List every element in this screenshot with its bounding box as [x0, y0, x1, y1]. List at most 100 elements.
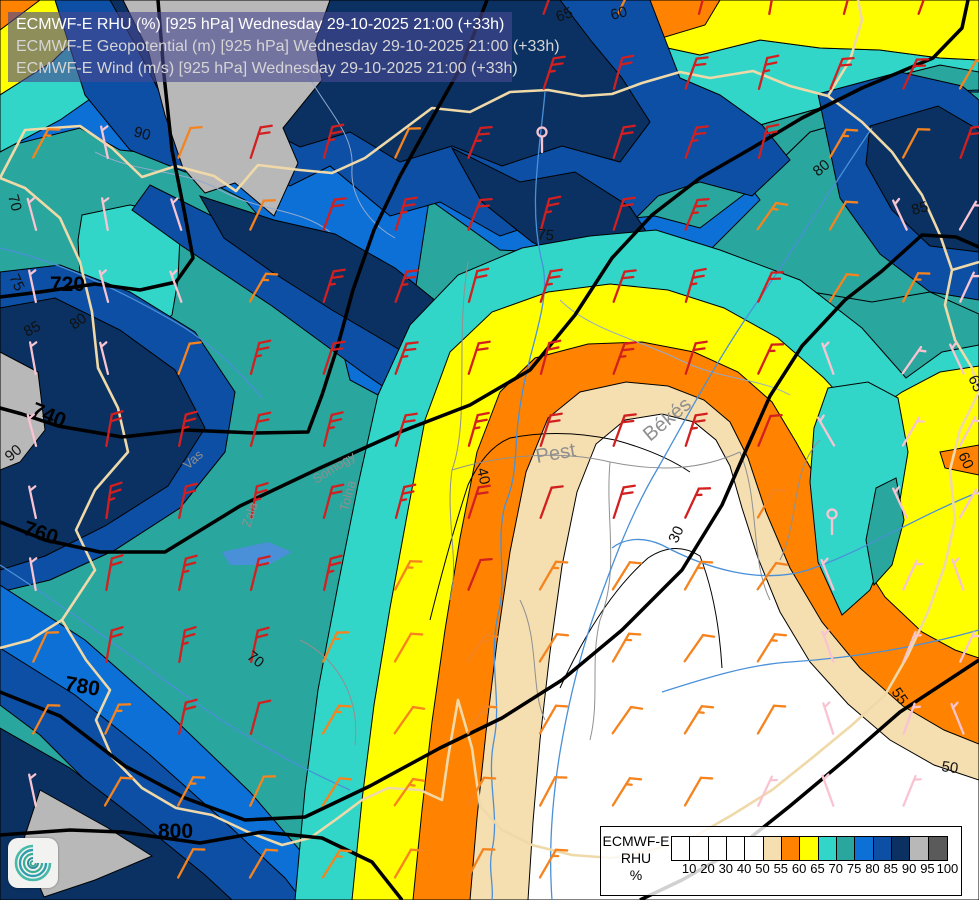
wind-barb-stroke: [257, 131, 271, 136]
wind-barb-stroke: [901, 128, 920, 159]
wind-barb-stroke: [893, 197, 901, 206]
wind-barb-stroke: [949, 343, 965, 375]
wind-barb-stroke: [970, 125, 979, 129]
wind-barb-stroke: [393, 560, 412, 591]
wind-barb-stroke: [105, 485, 113, 520]
wind-barb: [611, 561, 643, 591]
wind-barb-stroke: [892, 487, 908, 519]
wind-barb: [248, 272, 279, 303]
wind-barb-stroke: [696, 711, 705, 714]
wind-barb-stroke: [184, 554, 198, 560]
wind-barb-stroke: [182, 632, 196, 639]
wind-barb-stroke: [757, 775, 773, 807]
pale-river: [94, 151, 331, 233]
wind-barb-stroke: [178, 557, 187, 592]
wind-barb-stroke: [822, 341, 830, 349]
wind-barb-stroke: [405, 269, 419, 273]
wind-barb-stroke: [958, 200, 978, 231]
wind-barb: [178, 410, 198, 448]
wind-barb-stroke: [184, 482, 198, 488]
wind-barb: [322, 268, 346, 303]
wind-barb-stroke: [546, 346, 560, 351]
wind-barb-stroke: [183, 417, 197, 423]
wind-barb-stroke: [109, 481, 123, 488]
wind-barb-stroke: [622, 124, 636, 129]
wind-barb-stroke: [405, 566, 414, 569]
wind-barb-stroke: [467, 558, 482, 591]
wind-barb-stroke: [959, 271, 975, 303]
wind-barb: [612, 341, 637, 375]
county-border: [739, 451, 771, 601]
wind-barb-stroke: [696, 197, 710, 202]
wind-barb-stroke: [328, 418, 343, 423]
river: [0, 564, 351, 791]
wind-barb: [612, 196, 636, 231]
wind-barb-stroke: [249, 126, 262, 159]
wind-barb: [170, 197, 183, 231]
wind-barb: [917, 0, 931, 15]
wind-barb: [542, 0, 556, 15]
wind-barb-stroke: [901, 272, 920, 303]
wind-barb-stroke: [699, 560, 714, 564]
wind-barb-stroke: [184, 410, 198, 416]
wind-barb-stroke: [816, 416, 836, 447]
wind-barb: [828, 200, 859, 231]
wind-barb-stroke: [821, 557, 829, 565]
wind-barb: [821, 629, 835, 663]
wind-barb-stroke: [756, 561, 778, 591]
wind-barb-stroke: [912, 705, 922, 709]
wind-barb-stroke: [178, 485, 187, 520]
wind-barb-stroke: [108, 488, 122, 495]
wind-barb-stroke: [46, 704, 61, 707]
wind-barb-stroke: [479, 197, 493, 202]
wind-barb-stroke: [697, 487, 712, 490]
wind-barb: [684, 487, 712, 519]
wind-barb: [250, 626, 270, 664]
wind-barb-stroke: [823, 701, 831, 709]
wind-barb: [617, 0, 633, 15]
wind-barb: [467, 340, 491, 375]
wind-barb-stroke: [331, 483, 345, 489]
wind-barb-stroke: [401, 490, 415, 495]
wind-barb: [816, 414, 836, 447]
wind-barb-stroke: [171, 197, 179, 205]
river: [489, 91, 546, 900]
wind-barb: [901, 128, 931, 159]
wind-barb-stroke: [822, 702, 835, 735]
wind-barb: [466, 848, 496, 879]
wind-barb-stroke: [467, 486, 480, 519]
wind-barb-stroke: [331, 123, 345, 129]
wind-barb-stroke: [683, 633, 705, 663]
wind-barb: [684, 56, 709, 90]
wind-barb-stroke: [264, 848, 279, 852]
geopotential-contour-740: [0, 0, 489, 439]
wind-barb-stroke: [327, 426, 335, 430]
wind-barb-stroke: [249, 775, 265, 807]
wind-barb: [902, 559, 923, 591]
wind-barb: [902, 58, 930, 90]
wind-barb-stroke: [756, 633, 776, 663]
wind-barb: [249, 555, 271, 592]
wind-barb-stroke: [28, 557, 37, 592]
wind-barb: [321, 704, 352, 735]
wind-barb: [99, 341, 110, 376]
wind-barb: [31, 128, 61, 159]
wind-barb-stroke: [627, 632, 642, 636]
wind-barb-stroke: [844, 200, 859, 204]
wind-barb-stroke: [99, 341, 110, 376]
wind-barb-stroke: [550, 485, 564, 489]
wind-barb-stroke: [322, 125, 334, 160]
wind-barb-stroke: [472, 426, 481, 430]
wind-barb: [178, 482, 198, 520]
wind-barb: [542, 55, 566, 90]
wind-barb-stroke: [697, 0, 709, 16]
wind-barb: [100, 125, 109, 160]
wind-barb: [612, 269, 637, 303]
wind-barb-stroke: [249, 341, 261, 376]
wind-barb-stroke: [629, 705, 644, 710]
wind-barb: [467, 557, 493, 591]
wind-barb: [612, 54, 635, 91]
contour-label-55: 55: [888, 685, 911, 708]
wind-barb-stroke: [404, 196, 418, 201]
